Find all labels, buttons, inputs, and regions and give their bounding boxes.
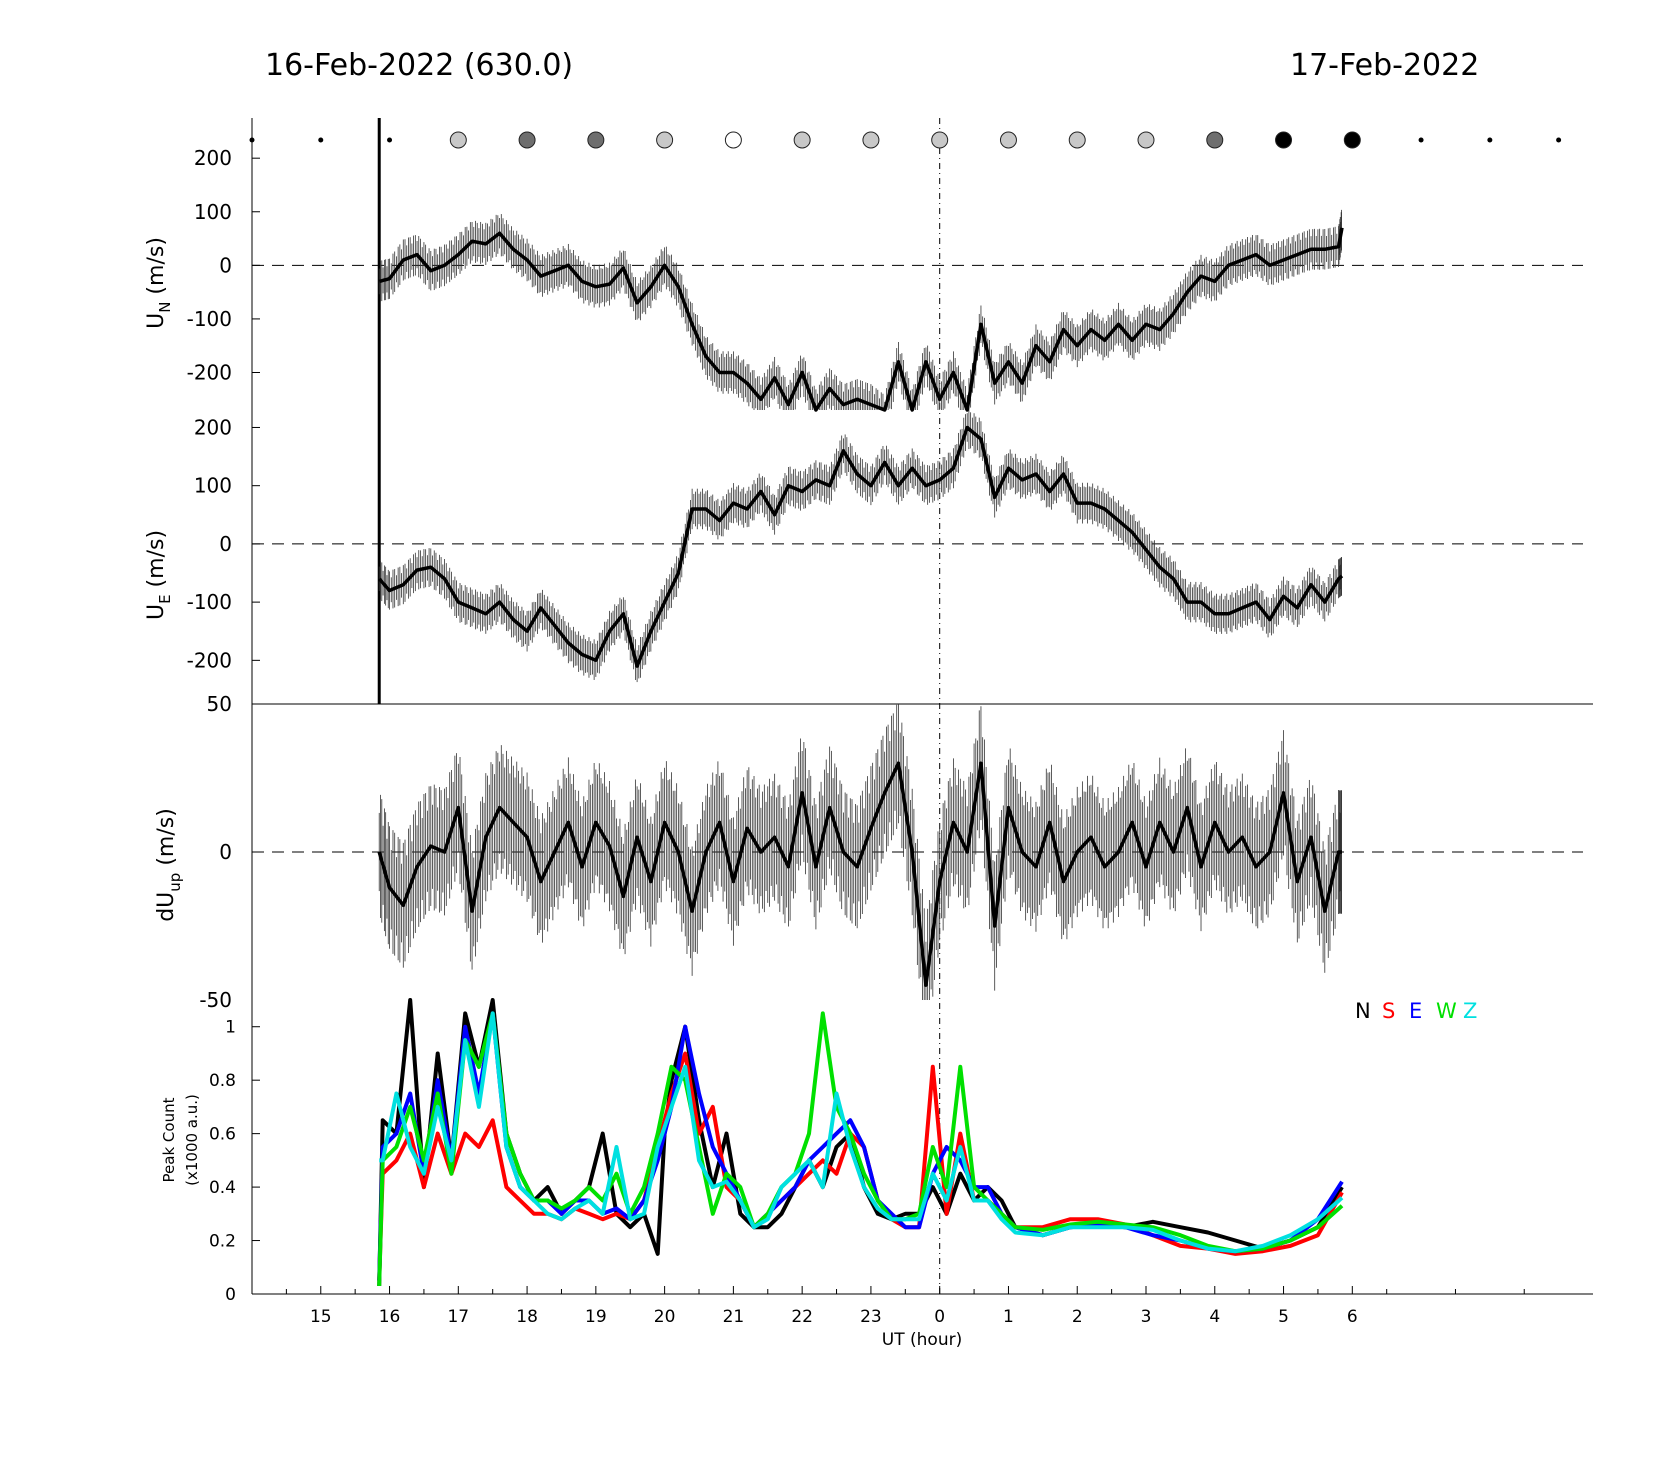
cloud-indicator-circle <box>587 131 605 149</box>
cloud-indicator-circle <box>1206 131 1224 149</box>
cloud-indicator-dot <box>1556 137 1562 143</box>
un-ytick-label: 0 <box>219 253 232 277</box>
cloud-indicator-circle <box>1275 131 1293 149</box>
pk-ytick-label: 0.2 <box>209 1232 236 1252</box>
cloud-indicator-dot <box>1487 137 1493 143</box>
x-axis-label: UT (hour) <box>882 1330 962 1350</box>
dup-ytick-label: 50 <box>207 692 232 716</box>
legend-entry-N: N <box>1355 999 1371 1023</box>
legend-entry-S: S <box>1382 999 1395 1023</box>
cloud-indicator-circle <box>1137 131 1155 149</box>
legend-entry-Z: Z <box>1463 999 1477 1023</box>
dup-ylabel: dUup (m/s) <box>154 808 184 922</box>
pk-series-line-Z <box>379 1011 1344 1254</box>
x-tick-label: 16 <box>379 1307 401 1327</box>
x-tick-label: 23 <box>860 1307 882 1327</box>
x-tick-label: 3 <box>1141 1307 1152 1327</box>
x-tick-label: 2 <box>1072 1307 1083 1327</box>
x-tick-label: 21 <box>723 1307 745 1327</box>
un-ylabel: UN (m/s) <box>144 237 174 329</box>
un-ytick-label: -200 <box>187 360 232 384</box>
x-tick-label: 0 <box>934 1307 945 1327</box>
pk-ytick-label: 0.4 <box>209 1178 236 1198</box>
cloud-indicator-dot <box>318 137 324 143</box>
ue-ytick-label: -100 <box>187 590 232 614</box>
cloud-indicator-dot <box>387 137 393 143</box>
x-tick-label: 6 <box>1347 1307 1358 1327</box>
x-tick-label: 5 <box>1278 1307 1289 1327</box>
left-date-title: 16-Feb-2022 (630.0) <box>265 48 573 83</box>
ue-ytick-label: -200 <box>187 648 232 672</box>
cloud-indicator-circle <box>793 131 811 149</box>
cloud-indicator-circle <box>1068 131 1086 149</box>
cloud-indicator-dot <box>249 137 255 143</box>
legend-entry-W: W <box>1436 999 1457 1023</box>
cloud-indicator-circle <box>862 131 880 149</box>
ue-ytick-label: 0 <box>219 532 232 556</box>
x-tick-label: 4 <box>1209 1307 1220 1327</box>
x-tick-label: 18 <box>516 1307 538 1327</box>
cloud-indicator-circle <box>1343 131 1361 149</box>
un-series-line <box>378 227 1344 412</box>
x-tick-label: 17 <box>447 1307 469 1327</box>
x-tick-label: 1 <box>1003 1307 1014 1327</box>
pk-ytick-label: 0.6 <box>209 1125 236 1145</box>
cloud-indicator-circle <box>518 131 536 149</box>
x-tick-label: 20 <box>654 1307 676 1327</box>
x-tick-label: 15 <box>310 1307 332 1327</box>
un-ytick-label: 100 <box>194 200 232 224</box>
pk-ytick-label: 0.8 <box>209 1071 236 1091</box>
cloud-indicator-circle <box>656 131 674 149</box>
cloud-indicator-circle <box>999 131 1017 149</box>
cloud-indicator-dot <box>1418 137 1424 143</box>
pk-ylabel-line1: Peak Count <box>160 1097 178 1182</box>
dup-series-line <box>377 761 1342 987</box>
x-tick-label: 22 <box>791 1307 813 1327</box>
ue-ytick-label: 200 <box>194 415 232 439</box>
cloud-indicator-circle <box>931 131 949 149</box>
dup-ytick-label: -50 <box>199 988 232 1012</box>
cloud-indicator-circle <box>724 131 742 149</box>
ue-series-line <box>377 425 1344 668</box>
x-tick-label: 19 <box>585 1307 607 1327</box>
ue-ytick-label: 100 <box>194 474 232 498</box>
ue-ylabel: UE (m/s) <box>144 530 174 620</box>
dup-ytick-label: 0 <box>219 840 232 864</box>
un-ytick-label: 200 <box>194 146 232 170</box>
pk-ytick-label: 0 <box>225 1285 236 1305</box>
legend-entry-E: E <box>1409 999 1422 1023</box>
cloud-indicator-circle <box>449 131 467 149</box>
right-date-title: 17-Feb-2022 <box>1290 48 1479 83</box>
un-ytick-label: -100 <box>187 307 232 331</box>
pk-ylabel-line2: (x1000 a.u.) <box>183 1094 201 1186</box>
pk-ytick-label: 1 <box>225 1018 236 1038</box>
